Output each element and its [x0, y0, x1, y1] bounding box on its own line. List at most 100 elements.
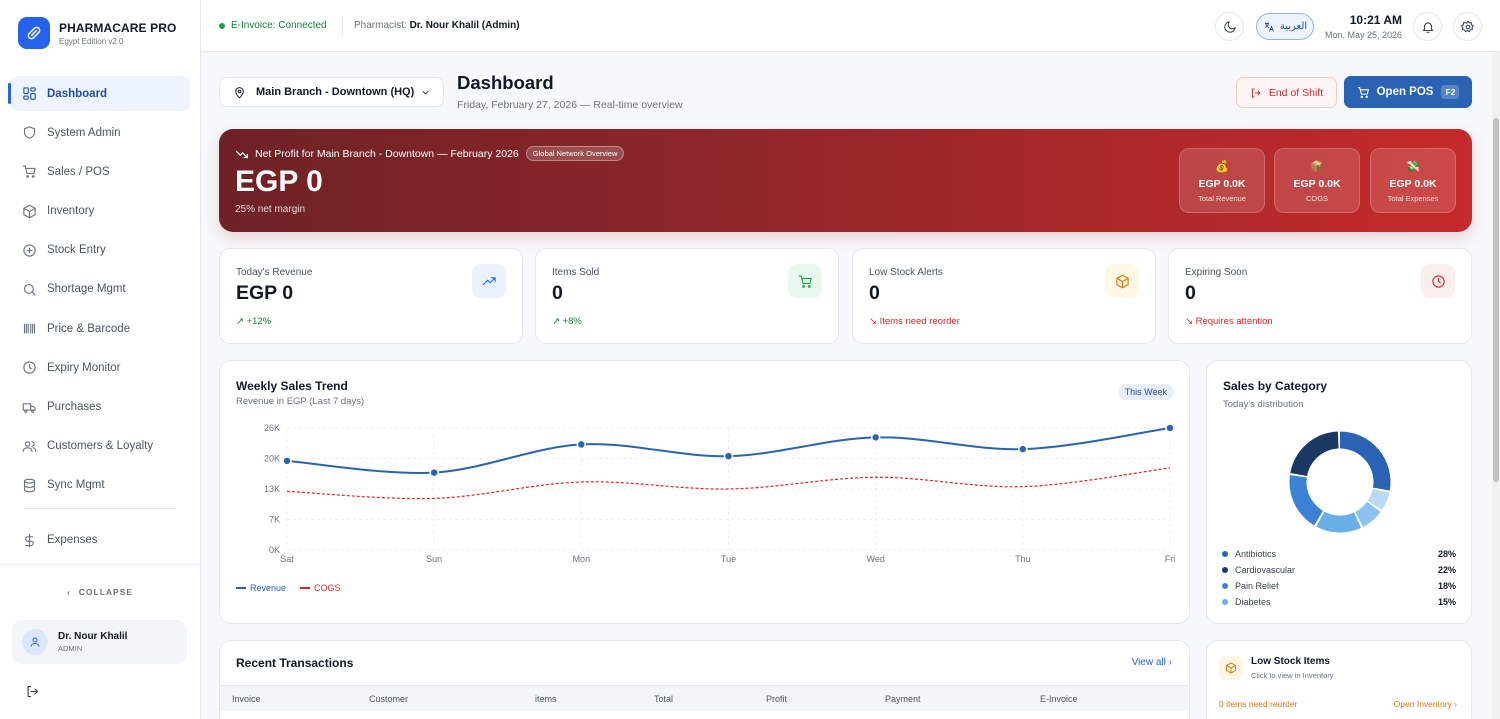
stat-value: 0	[869, 282, 880, 304]
divider	[342, 16, 343, 36]
card-label: Total Expenses	[1387, 194, 1439, 203]
stat-card-expiring[interactable]: Expiring Soon 0 ↘ Requires attention	[1168, 248, 1472, 344]
card-label: COGS	[1305, 194, 1329, 203]
total-revenue-card: 💰 EGP 0.0K Total Revenue	[1179, 148, 1265, 213]
stat-card-revenue[interactable]: Today's Revenue EGP 0 ↗ +12%	[219, 248, 523, 344]
translate-icon	[1264, 22, 1274, 32]
sidebar-item-customers-loyalty[interactable]: Customers & Loyalty	[10, 429, 190, 464]
column-header-einvoice[interactable]: E-Invoice	[1040, 694, 1078, 704]
search-icon	[23, 283, 36, 296]
cart-icon	[22, 165, 36, 179]
x-tick-label: Tue	[721, 554, 736, 564]
sidebar-item-shortage-mgmt[interactable]: Shortage Mgmt	[10, 272, 190, 307]
category-pct: 28%	[1437, 549, 1456, 559]
notifications-button[interactable]	[1413, 12, 1442, 41]
card-value: EGP 0.0K	[1198, 178, 1246, 190]
low-stock-title: Low Stock Items	[1251, 656, 1330, 667]
barcode-icon	[23, 323, 36, 334]
stat-delta: ↗ +8%	[552, 316, 582, 327]
theme-toggle-button[interactable]	[1215, 12, 1244, 41]
sidebar-divider	[25, 507, 175, 509]
grid-icon	[23, 87, 36, 100]
money-bag-icon: 💰	[1215, 161, 1229, 173]
card-label: Total Revenue	[1198, 194, 1246, 203]
end-of-shift-label: End of Shift	[1268, 86, 1324, 99]
column-header-profit[interactable]: Profit	[766, 694, 788, 704]
chevron-right-icon: ›	[1168, 657, 1172, 668]
x-tick-label: Fri	[1165, 554, 1176, 564]
column-header-payment[interactable]: Payment	[885, 694, 921, 704]
end-of-shift-button[interactable]: End of Shift	[1236, 77, 1337, 108]
sidebar-item-expiry-monitor[interactable]: Expiry Monitor	[10, 350, 190, 385]
open-pos-label: Open POS	[1376, 86, 1434, 98]
view-all-link[interactable]: View all ›	[1132, 657, 1172, 668]
panel-subtitle: Today's distribution	[1223, 399, 1304, 410]
sidebar-item-sync-mgmt[interactable]: Sync Mgmt	[10, 468, 190, 503]
legend-cogs: COGS	[300, 583, 341, 593]
column-header-customer[interactable]: Customer	[369, 694, 409, 704]
moon-icon	[1223, 20, 1236, 33]
clock-icon	[1421, 264, 1455, 298]
net-profit-title: Net Profit for Main Branch - Downtown — …	[235, 146, 625, 161]
clock-icon	[23, 361, 36, 374]
dollar-icon	[25, 533, 34, 548]
stat-delta: ↗ +12%	[236, 316, 272, 327]
language-label: العربية	[1279, 21, 1308, 32]
data-point	[429, 467, 439, 478]
open-pos-button[interactable]: Open POS F2	[1344, 76, 1472, 108]
scrollbar-thumb[interactable]	[1493, 118, 1499, 482]
sidebar-item-label: Dashboard	[47, 87, 108, 100]
truck-icon	[22, 402, 36, 413]
low-stock-subtitle: Click to view in Inventory	[1251, 671, 1334, 680]
stat-value: 0	[1185, 282, 1196, 304]
series-line-revenue	[286, 427, 1171, 474]
collapse-button[interactable]: ‹ COLLAPSE	[0, 564, 200, 597]
sidebar-item-label: Stock Entry	[47, 244, 106, 257]
cart-icon	[1357, 86, 1369, 98]
sidebar-item-label: Sync Mgmt	[47, 479, 105, 492]
user-icon	[30, 637, 40, 647]
sidebar-item-expenses[interactable]: Expenses	[10, 523, 190, 558]
sidebar-item-system-admin[interactable]: System Admin	[10, 115, 190, 150]
box-icon	[1219, 656, 1243, 680]
clock: 10:21 AM Mon, May 25, 2026	[1325, 13, 1402, 40]
pharmacist-info: Pharmacist: Dr. Nour Khalil (Admin)	[354, 20, 520, 31]
donut-slice-cardiovascular	[1290, 431, 1340, 477]
brand[interactable]: PHARMACARE PRO Egypt Edition v2.0	[0, 0, 200, 66]
sidebar-item-stock-entry[interactable]: Stock Entry	[10, 233, 190, 268]
stat-card-low-stock[interactable]: Low Stock Alerts 0 ↘ Items need reorder	[852, 248, 1156, 344]
sidebar-item-purchases[interactable]: Purchases	[10, 390, 190, 425]
column-header-invoice[interactable]: Invoice	[232, 694, 261, 704]
sidebar-item-sales-pos[interactable]: Sales / POS	[10, 154, 190, 189]
pill-logo-icon	[18, 17, 50, 49]
legend-dot	[1222, 567, 1228, 573]
sidebar-item-inventory[interactable]: Inventory	[10, 194, 190, 229]
category-pct: 22%	[1437, 565, 1456, 575]
open-inventory-link[interactable]: Open Inventory ›	[1393, 699, 1457, 709]
low-stock-panel[interactable]: Low Stock Items Click to view in Invento…	[1206, 640, 1472, 719]
stat-card-items-sold[interactable]: Items Sold 0 ↗ +8%	[535, 248, 839, 344]
view-all-label: View all	[1131, 657, 1166, 668]
legend-dot	[1222, 551, 1228, 557]
net-profit-banner: Net Profit for Main Branch - Downtown — …	[219, 129, 1472, 232]
net-margin: 25% net margin	[235, 204, 306, 215]
sidebar-item-label: Shortage Mgmt	[47, 283, 126, 296]
x-tick-label: Sat	[280, 554, 294, 564]
scrollbar[interactable]	[1492, 52, 1500, 719]
period-chip[interactable]: This Week	[1117, 384, 1174, 400]
sidebar-item-price-barcode[interactable]: Price & Barcode	[10, 311, 190, 346]
legend-revenue: Revenue	[236, 583, 286, 593]
column-header-total[interactable]: Total	[654, 694, 674, 704]
branch-select[interactable]: Main Branch - Downtown (HQ)	[219, 77, 444, 107]
sidebar-item-dashboard[interactable]: Dashboard	[8, 76, 190, 111]
settings-button[interactable]	[1453, 12, 1482, 41]
user-card[interactable]: Dr. Nour Khalil ADMIN	[12, 620, 187, 664]
sidebar-nav: Dashboard System Admin Sales / POS Inven…	[0, 76, 200, 558]
language-toggle-button[interactable]: العربية	[1256, 13, 1314, 40]
series-line-cogs	[286, 467, 1171, 500]
category-row: Cardiovascular 22%	[1222, 565, 1456, 575]
column-header-items[interactable]: items	[535, 694, 557, 704]
logout-button[interactable]	[25, 684, 40, 704]
chevron-down-icon	[422, 90, 429, 94]
package-icon: 📦	[1310, 161, 1324, 173]
